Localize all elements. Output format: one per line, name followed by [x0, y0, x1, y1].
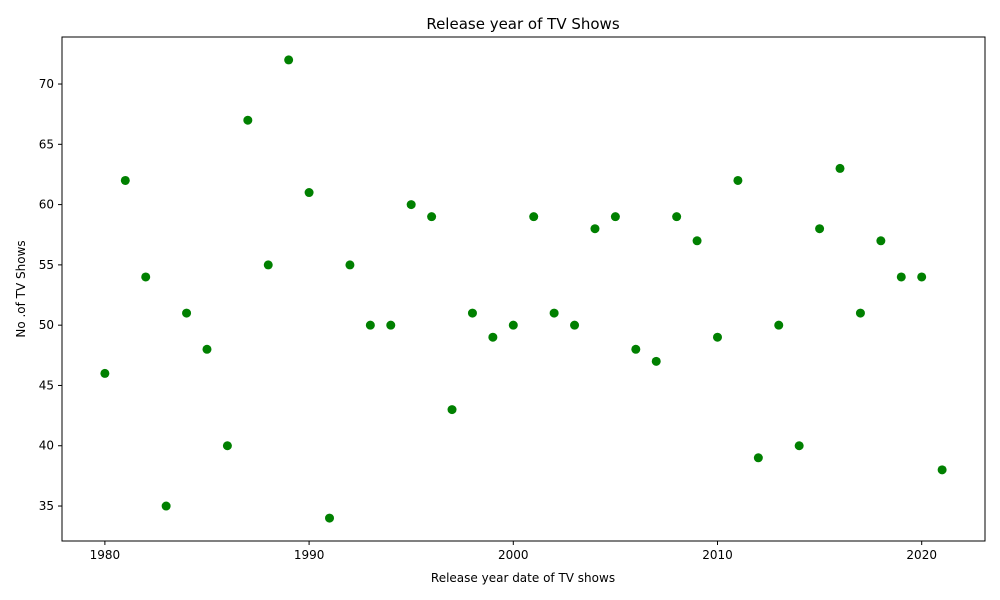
chart-title: Release year of TV Shows	[426, 15, 620, 33]
data-point	[447, 405, 457, 415]
data-point	[508, 320, 518, 330]
data-point	[855, 308, 865, 318]
data-point	[815, 224, 825, 234]
data-point	[835, 163, 845, 173]
data-point	[406, 200, 416, 210]
data-point	[651, 356, 661, 366]
y-tick-label: 50	[39, 318, 54, 332]
data-point	[263, 260, 273, 270]
data-point	[794, 441, 804, 451]
data-point	[325, 513, 335, 523]
data-point	[304, 188, 314, 198]
data-point	[284, 55, 294, 65]
plot-frame	[61, 36, 986, 542]
data-point	[222, 441, 232, 451]
y-tick-label: 35	[39, 499, 54, 513]
data-point	[202, 344, 212, 354]
y-tick-label: 70	[39, 77, 54, 91]
data-point	[386, 320, 396, 330]
data-point	[692, 236, 702, 246]
data-point	[529, 212, 539, 222]
y-tick-label: 60	[39, 198, 54, 212]
data-point	[141, 272, 151, 282]
data-point	[631, 344, 641, 354]
data-point	[345, 260, 355, 270]
data-point	[753, 453, 763, 463]
data-point	[427, 212, 437, 222]
x-axis: 1980 1990 2000 2010 2020	[90, 541, 937, 562]
data-point	[937, 465, 947, 475]
data-point	[712, 332, 722, 342]
data-point	[100, 368, 110, 378]
x-tick-label: 2020	[906, 548, 937, 562]
data-point	[549, 308, 559, 318]
data-point	[876, 236, 886, 246]
data-point	[182, 308, 192, 318]
data-point	[590, 224, 600, 234]
data-point	[610, 212, 620, 222]
y-axis: 35 40 45 50 55 60 65 70	[39, 77, 62, 513]
x-tick-label: 2000	[498, 548, 529, 562]
data-point	[488, 332, 498, 342]
x-tick-label: 1990	[294, 548, 325, 562]
data-point	[467, 308, 477, 318]
data-point	[243, 115, 253, 125]
x-axis-label: Release year date of TV shows	[431, 571, 615, 585]
data-point	[161, 501, 171, 511]
data-point	[917, 272, 927, 282]
x-tick-label: 2010	[702, 548, 733, 562]
data-point	[120, 175, 130, 185]
data-point	[672, 212, 682, 222]
y-tick-label: 65	[39, 137, 54, 151]
y-axis-label: No .of TV Shows	[14, 240, 28, 337]
data-point	[774, 320, 784, 330]
y-tick-label: 45	[39, 378, 54, 392]
x-tick-label: 1980	[90, 548, 121, 562]
data-point	[570, 320, 580, 330]
data-point	[896, 272, 906, 282]
y-tick-label: 40	[39, 439, 54, 453]
data-points	[100, 55, 947, 523]
data-point	[365, 320, 375, 330]
y-tick-label: 55	[39, 258, 54, 272]
data-point	[733, 175, 743, 185]
